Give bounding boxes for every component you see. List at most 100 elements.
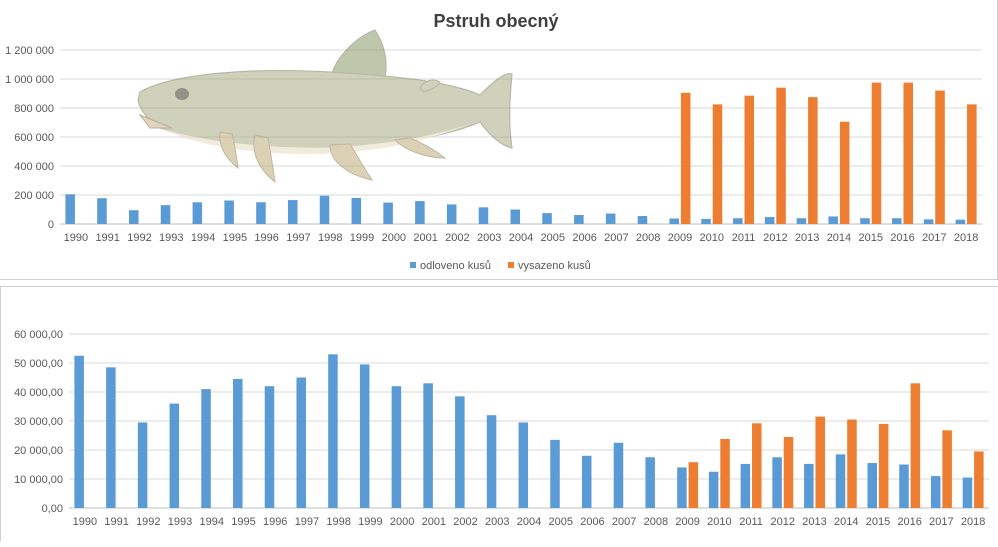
bar-odloveno-2008: [637, 216, 648, 224]
x-tick-label: 2002: [445, 232, 469, 244]
y-tick-label: 20 000,00: [14, 445, 63, 457]
x-tick-label: 2009: [668, 232, 692, 244]
x-tick-label: 1997: [286, 232, 310, 244]
x-tick-label: 2010: [700, 232, 724, 244]
y-tick-label: 30 000,00: [14, 416, 63, 428]
bar-odloveno-2002: [446, 204, 457, 224]
bar-vysazeno-2018: [974, 451, 984, 508]
x-tick-label: 1990: [64, 232, 88, 244]
bar-odloveno-2013: [796, 218, 807, 224]
bar-odloveno-2012: [772, 457, 782, 508]
bar-vysazeno-2014: [839, 121, 850, 224]
x-tick-label: 1995: [223, 232, 247, 244]
trout-illustration: [137, 29, 513, 184]
x-tick-label: 2014: [827, 232, 851, 244]
bar-vysazeno-2017: [942, 430, 952, 508]
bar-vysazeno-2010: [720, 438, 730, 508]
bar-odloveno-1994: [201, 389, 211, 508]
x-tick-label: 1990: [73, 516, 97, 528]
x-tick-label: 2004: [509, 232, 533, 244]
bar-odloveno-2012: [764, 217, 775, 224]
y-tick-label: 0,00: [42, 503, 63, 515]
x-tick-label: 1992: [127, 232, 151, 244]
y-tick-label: 1 000 000: [5, 74, 54, 86]
bar-odloveno-2009: [669, 218, 680, 224]
x-tick-label: 2017: [929, 516, 953, 528]
chart-panel-bottom: 0,00 10 000,00 20 000,00 30 000,00 40 000,00…: [0, 286, 998, 541]
legend-label-odloveno: odloveno kusů: [420, 260, 491, 272]
bar-vysazeno-2018: [967, 104, 977, 224]
bar-odloveno-2018: [962, 477, 973, 508]
bar-odloveno-2014: [835, 454, 846, 508]
x-tick-label: 2008: [636, 232, 660, 244]
bar-odloveno-2003: [486, 415, 497, 508]
x-tick-label: 2001: [422, 516, 446, 528]
y-tick-label: 50 000,00: [14, 358, 63, 370]
bar-odloveno-1993: [169, 403, 180, 508]
bar-vysazeno-2017: [935, 90, 945, 224]
x-tick-label: 2004: [517, 516, 541, 528]
bar-vysazeno-2009: [680, 92, 691, 225]
bar-odloveno-2016: [892, 218, 902, 224]
x-tick-label: 1996: [263, 516, 287, 528]
bar-odloveno-1994: [192, 202, 203, 224]
x-tick-label: 2012: [763, 232, 787, 244]
x-tick-label: 2007: [612, 516, 636, 528]
bar-odloveno-2004: [518, 422, 529, 508]
y-tick-label: 200 000: [14, 190, 54, 202]
legend: odloveno kusů vysazeno kusů: [410, 260, 591, 272]
x-tick-label: 2007: [604, 232, 628, 244]
bar-odloveno-2006: [574, 215, 584, 224]
bar-odloveno-1995: [233, 378, 243, 508]
bar-odloveno-2007: [605, 213, 616, 224]
bar-vysazeno-2012: [776, 87, 786, 224]
bar-vysazeno-2016: [910, 383, 921, 508]
x-tick-label: 2002: [453, 516, 477, 528]
bar-odloveno-2003: [478, 207, 489, 224]
x-tick-label: 2010: [707, 516, 731, 528]
bar-odloveno-2015: [867, 463, 878, 508]
bar-odloveno-2010: [708, 471, 719, 508]
x-tick-label: 1993: [159, 232, 183, 244]
bar-vysazeno-2009: [688, 462, 699, 508]
x-tick-label: 2013: [802, 516, 826, 528]
x-tick-label: 2017: [922, 232, 946, 244]
bar-odloveno-2005: [542, 213, 552, 224]
x-tick-label: 1992: [136, 516, 160, 528]
x-tick-label: 2018: [954, 232, 978, 244]
bar-vysazeno-2012: [783, 436, 794, 508]
x-tick-label: 2006: [580, 516, 604, 528]
bar-odloveno-2017: [923, 219, 934, 224]
bar-odloveno-2009: [677, 467, 687, 508]
y-tick-label: 800 000: [14, 103, 54, 115]
x-tick-label: 2005: [548, 516, 572, 528]
y-tick-label: 400 000: [14, 161, 54, 173]
bar-odloveno-2010: [701, 218, 711, 224]
bar-odloveno-2002: [455, 396, 465, 508]
x-tick-label: 1998: [326, 516, 350, 528]
x-tick-label: 1994: [200, 516, 224, 528]
chart-bottom: 0,00 10 000,00 20 000,00 30 000,00 40 000,00…: [14, 329, 989, 528]
bar-odloveno-2016: [899, 464, 909, 508]
legend-swatch-vysazeno: [508, 262, 514, 268]
bar-vysazeno-2011: [744, 95, 755, 224]
x-tick-label: 1999: [358, 516, 382, 528]
x-tick-label: 1998: [318, 232, 342, 244]
x-tick-label: 2011: [739, 516, 763, 528]
bar-odloveno-1990: [65, 194, 75, 224]
bar-odloveno-2007: [613, 442, 624, 508]
chart-title: Pstruh obecný: [433, 11, 558, 31]
x-tick-label: 2015: [866, 516, 890, 528]
bar-vysazeno-2015: [878, 423, 889, 508]
x-tick-label: 2000: [382, 232, 406, 244]
bar-odloveno-2015: [860, 218, 870, 224]
bar-odloveno-2011: [740, 463, 751, 508]
bar-odloveno-1997: [287, 200, 298, 224]
x-tick-label: 1994: [191, 232, 215, 244]
x-tick-label: 1995: [231, 516, 255, 528]
x-tick-label: 2008: [644, 516, 668, 528]
bar-odloveno-1991: [97, 198, 107, 224]
chart-top: Pstruh obecný 0 200 000 400 000 600 000 800 …: [5, 11, 982, 272]
bar-odloveno-1997: [296, 377, 306, 508]
bar-vysazeno-2015: [871, 82, 882, 224]
